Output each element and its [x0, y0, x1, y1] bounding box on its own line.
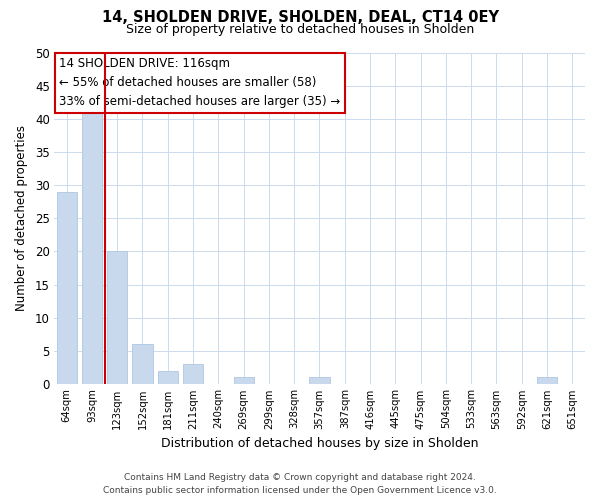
Text: 14, SHOLDEN DRIVE, SHOLDEN, DEAL, CT14 0EY: 14, SHOLDEN DRIVE, SHOLDEN, DEAL, CT14 0…	[101, 10, 499, 25]
Y-axis label: Number of detached properties: Number of detached properties	[15, 126, 28, 312]
X-axis label: Distribution of detached houses by size in Sholden: Distribution of detached houses by size …	[161, 437, 478, 450]
Bar	[310, 378, 329, 384]
Bar	[233, 378, 254, 384]
Bar	[82, 106, 102, 384]
Text: 14 SHOLDEN DRIVE: 116sqm
← 55% of detached houses are smaller (58)
33% of semi-d: 14 SHOLDEN DRIVE: 116sqm ← 55% of detach…	[59, 58, 341, 108]
Text: Contains HM Land Registry data © Crown copyright and database right 2024.
Contai: Contains HM Land Registry data © Crown c…	[103, 474, 497, 495]
Bar	[133, 344, 152, 384]
Bar	[107, 252, 127, 384]
Bar	[158, 371, 178, 384]
Text: Size of property relative to detached houses in Sholden: Size of property relative to detached ho…	[126, 22, 474, 36]
Bar	[183, 364, 203, 384]
Bar	[537, 378, 557, 384]
Bar	[56, 192, 77, 384]
